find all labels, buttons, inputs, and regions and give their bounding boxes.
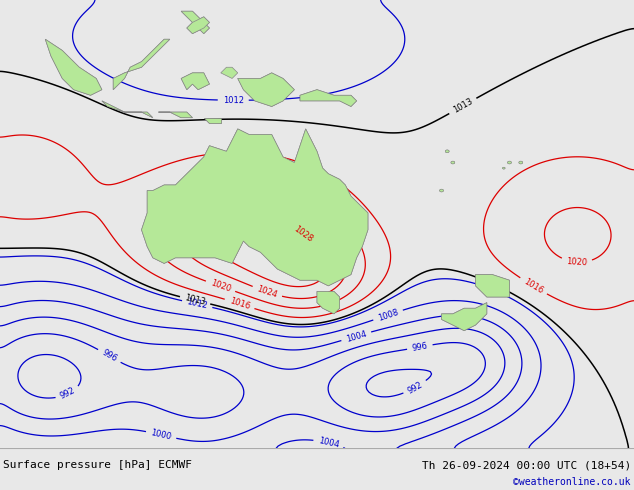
Text: 1020: 1020 [209, 279, 232, 294]
Circle shape [503, 167, 505, 169]
Text: 1004: 1004 [318, 436, 340, 449]
Text: 992: 992 [59, 386, 77, 401]
Text: 1028: 1028 [292, 224, 314, 244]
Text: 1013: 1013 [184, 294, 207, 307]
Text: 1012: 1012 [223, 96, 243, 105]
Text: ©weatheronline.co.uk: ©weatheronline.co.uk [514, 477, 631, 487]
Circle shape [439, 189, 443, 192]
Polygon shape [441, 303, 487, 331]
Circle shape [503, 167, 505, 169]
Polygon shape [300, 90, 356, 106]
Polygon shape [158, 112, 193, 118]
Circle shape [451, 161, 455, 164]
Polygon shape [181, 11, 209, 34]
Polygon shape [187, 17, 209, 34]
Polygon shape [181, 73, 209, 90]
Circle shape [508, 161, 512, 164]
Text: Surface pressure [hPa] ECMWF: Surface pressure [hPa] ECMWF [3, 460, 192, 470]
Text: 1016: 1016 [228, 296, 251, 311]
Polygon shape [181, 11, 209, 34]
Polygon shape [158, 112, 193, 118]
Text: 996: 996 [411, 341, 429, 353]
Text: 1020: 1020 [566, 257, 588, 267]
Circle shape [451, 161, 455, 164]
Text: 1024: 1024 [256, 284, 278, 299]
Text: 992: 992 [406, 380, 424, 395]
Text: 1004: 1004 [345, 329, 368, 343]
Polygon shape [238, 73, 294, 106]
Polygon shape [317, 292, 340, 314]
Circle shape [519, 161, 522, 164]
Text: 1013: 1013 [451, 97, 474, 115]
Circle shape [439, 189, 443, 192]
Text: 996: 996 [100, 348, 119, 364]
Circle shape [445, 150, 449, 153]
Polygon shape [204, 118, 221, 123]
Polygon shape [204, 118, 221, 123]
Text: 1012: 1012 [186, 297, 209, 311]
Polygon shape [113, 39, 170, 90]
Polygon shape [181, 73, 209, 90]
Polygon shape [476, 274, 510, 297]
Polygon shape [441, 303, 487, 331]
Text: 1000: 1000 [150, 428, 172, 441]
Circle shape [445, 150, 449, 153]
Polygon shape [300, 90, 356, 106]
Polygon shape [141, 129, 368, 286]
Circle shape [508, 161, 512, 164]
Polygon shape [113, 39, 170, 90]
Polygon shape [476, 274, 510, 297]
Polygon shape [221, 67, 238, 78]
Circle shape [519, 161, 522, 164]
Polygon shape [102, 101, 153, 118]
Text: Th 26-09-2024 00:00 UTC (18+54): Th 26-09-2024 00:00 UTC (18+54) [422, 460, 631, 470]
Polygon shape [45, 39, 102, 95]
Polygon shape [45, 39, 102, 95]
Text: 1016: 1016 [522, 277, 545, 295]
Polygon shape [238, 73, 294, 106]
Polygon shape [141, 129, 368, 286]
Text: 1008: 1008 [377, 307, 399, 322]
Polygon shape [187, 17, 209, 34]
Polygon shape [102, 101, 153, 118]
Polygon shape [317, 292, 340, 314]
